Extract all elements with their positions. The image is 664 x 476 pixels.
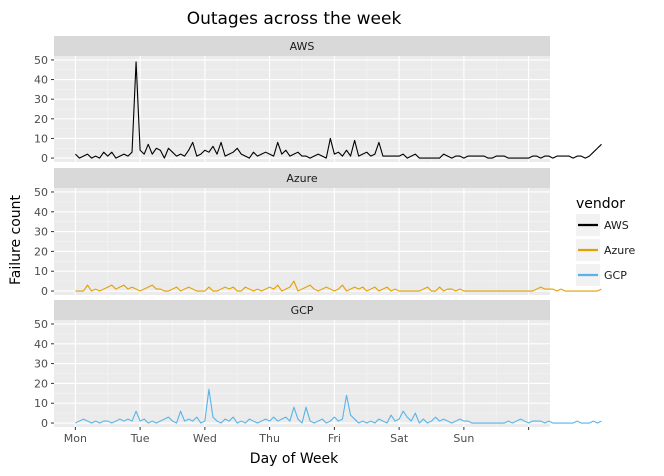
series-line-gcp bbox=[75, 388, 602, 424]
facet-panel-aws: AWS 0 10 20 30 40 50 bbox=[34, 36, 602, 165]
y-tick-label: 20 bbox=[34, 245, 48, 258]
series-line-azure bbox=[75, 280, 602, 292]
legend-item-aws: AWS bbox=[576, 214, 629, 236]
y-axis-title: Failure count bbox=[8, 194, 24, 285]
x-tick-label: Thu bbox=[258, 432, 280, 445]
y-tick-label: 0 bbox=[41, 152, 48, 165]
y-tick-label: 30 bbox=[34, 358, 48, 371]
legend-label: AWS bbox=[604, 219, 629, 232]
x-tick-label: Sun bbox=[453, 432, 474, 445]
facet-panels: AWS 0 10 20 30 40 50 Azure 0 10 20 30 40 50 GCP 0 10 20 30… bbox=[34, 36, 602, 445]
y-tick-label: 10 bbox=[34, 132, 48, 145]
y-tick-label: 20 bbox=[34, 377, 48, 390]
y-tick-label: 0 bbox=[41, 285, 48, 298]
facet-panel-gcp: GCP 0 10 20 30 40 50 Mon Tue Wed Thu Fri Sat Sun bbox=[34, 300, 602, 445]
y-tick-label: 40 bbox=[34, 206, 48, 219]
y-tick-label: 10 bbox=[34, 265, 48, 278]
x-tick-label: Fri bbox=[328, 432, 341, 445]
facet-strip bbox=[54, 168, 550, 188]
facet-strip-label: Azure bbox=[286, 172, 318, 185]
y-tick-label: 20 bbox=[34, 113, 48, 126]
legend-item-gcp: GCP bbox=[576, 264, 627, 286]
facet-strip bbox=[54, 300, 550, 320]
y-tick-label: 0 bbox=[41, 417, 48, 430]
legend-label: GCP bbox=[604, 269, 627, 282]
facet-panel-azure: Azure 0 10 20 30 40 50 bbox=[34, 168, 602, 298]
y-tick-label: 50 bbox=[34, 318, 48, 331]
x-tick-label: Tue bbox=[130, 432, 150, 445]
x-axis-title: Day of Week bbox=[250, 451, 339, 467]
legend-title: vendor bbox=[576, 196, 625, 212]
legend: vendor AWS Azure GCP bbox=[576, 196, 636, 286]
y-tick-label: 40 bbox=[34, 74, 48, 87]
facet-strip bbox=[54, 36, 550, 56]
legend-item-azure: Azure bbox=[576, 239, 636, 261]
y-tick-label: 50 bbox=[34, 54, 48, 67]
y-tick-label: 30 bbox=[34, 93, 48, 106]
chart-title: Outages across the week bbox=[187, 9, 402, 29]
x-tick-label: Mon bbox=[64, 432, 87, 445]
y-tick-label: 30 bbox=[34, 226, 48, 239]
series-line-aws bbox=[74, 61, 602, 159]
y-tick-label: 50 bbox=[34, 186, 48, 199]
facet-strip-label: AWS bbox=[290, 40, 315, 53]
y-tick-label: 40 bbox=[34, 338, 48, 351]
legend-label: Azure bbox=[604, 244, 636, 257]
y-tick-label: 10 bbox=[34, 397, 48, 410]
facet-strip-label: GCP bbox=[291, 304, 314, 317]
x-tick-label: Sat bbox=[390, 432, 409, 445]
x-tick-label: Wed bbox=[193, 432, 217, 445]
